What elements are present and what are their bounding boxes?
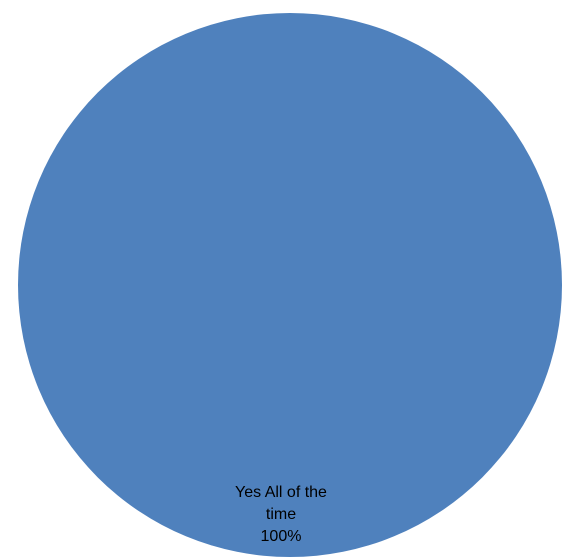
pie-slices <box>18 13 562 557</box>
pie-slice-0 <box>18 13 562 557</box>
pie-slice-category-line: time <box>266 506 296 523</box>
pie-slice-percent: 100% <box>261 528 302 545</box>
pie-slice-category-line: Yes All of the <box>235 484 327 501</box>
